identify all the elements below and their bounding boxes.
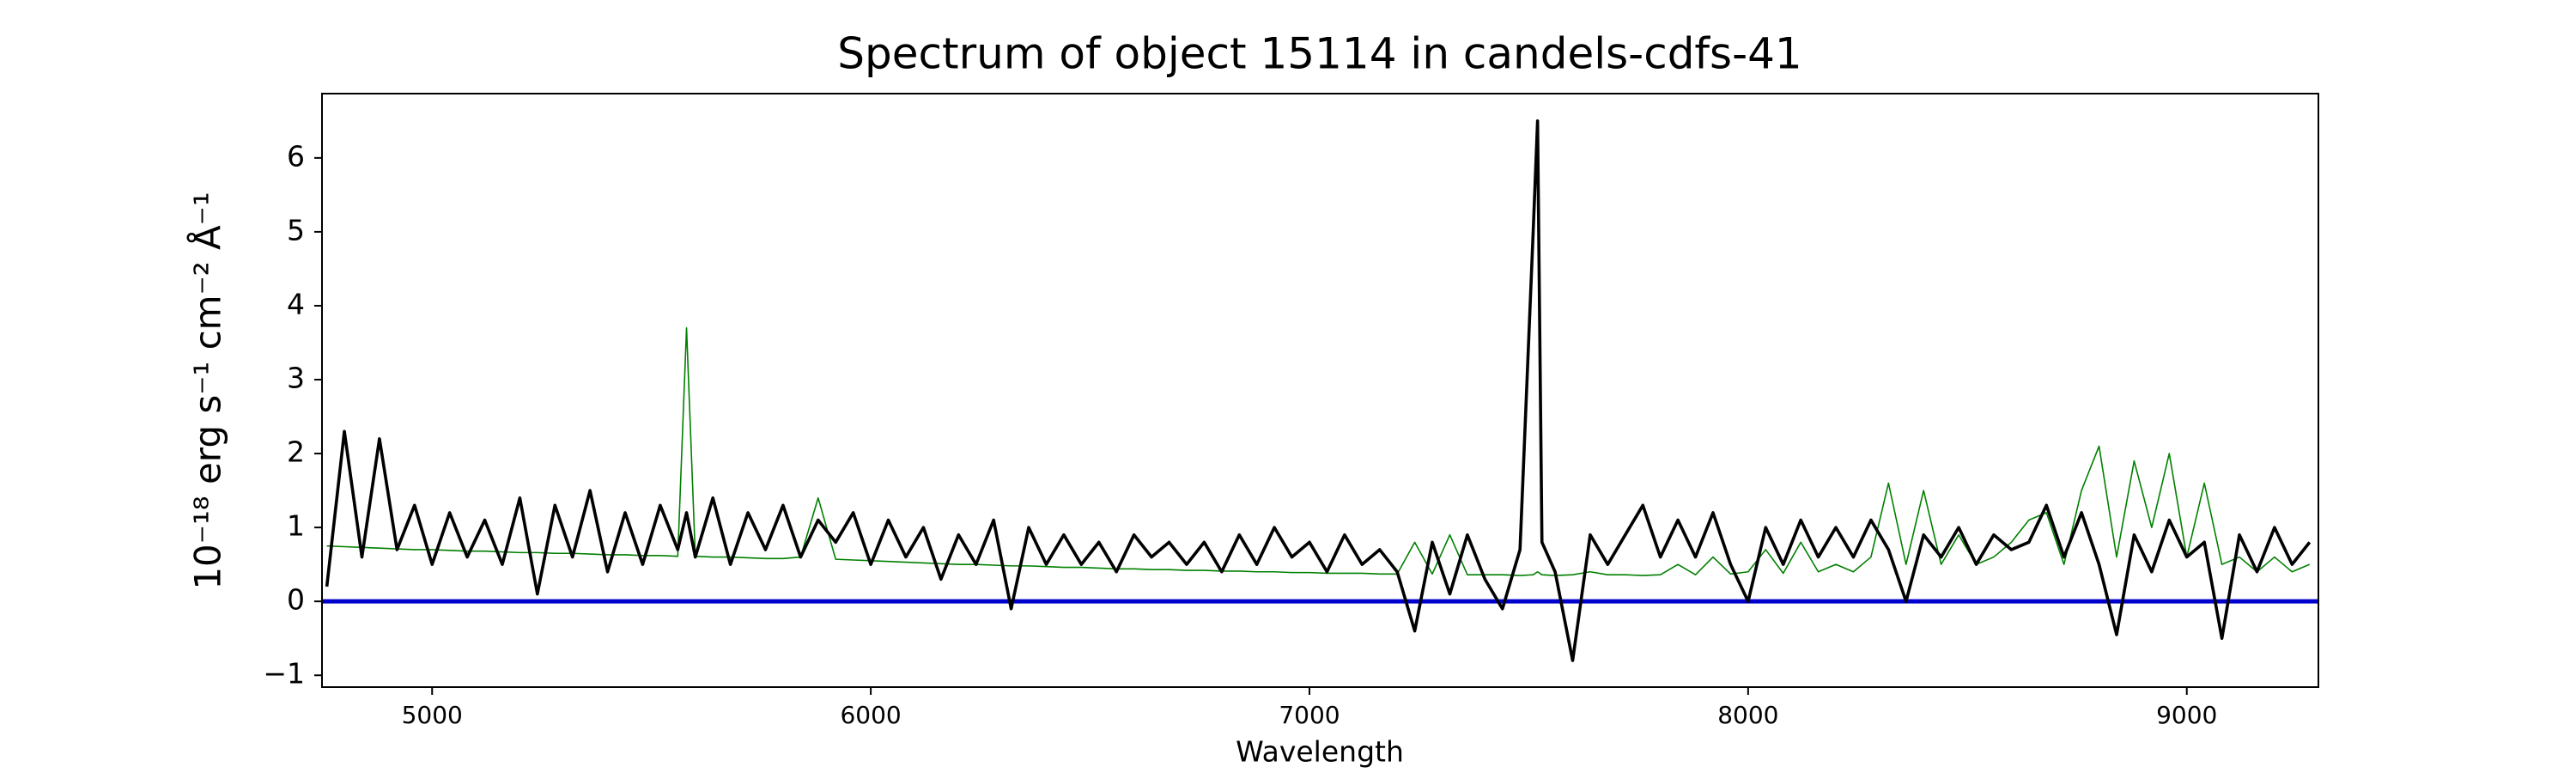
spectrum-line	[326, 326, 2311, 576]
y-tick-label: 3	[287, 362, 305, 395]
x-tick-label: 9000	[2156, 701, 2217, 729]
x-tick-label: 5000	[402, 701, 463, 729]
x-tick-label: 8000	[1717, 701, 1778, 729]
x-tick-label: 6000	[840, 701, 901, 729]
y-axis-label: 10⁻¹⁸ erg s⁻¹ cm⁻² Å⁻¹	[186, 192, 229, 589]
y-tick-label: 2	[287, 435, 305, 469]
y-tick-label: 0	[287, 583, 305, 617]
chart-title: Spectrum of object 15114 in candels-cdfs…	[837, 29, 1802, 79]
y-tick-label: 1	[287, 509, 305, 543]
spectrum-line	[325, 119, 2312, 662]
x-axis-label: Wavelength	[1236, 735, 1404, 769]
plot-frame	[321, 93, 2319, 688]
x-tick-label: 7000	[1279, 701, 1340, 729]
y-tick-label: −1	[263, 657, 305, 691]
y-tick-label: 6	[287, 139, 305, 173]
y-tick-label: 4	[287, 287, 305, 320]
y-tick-label: 5	[287, 213, 305, 247]
